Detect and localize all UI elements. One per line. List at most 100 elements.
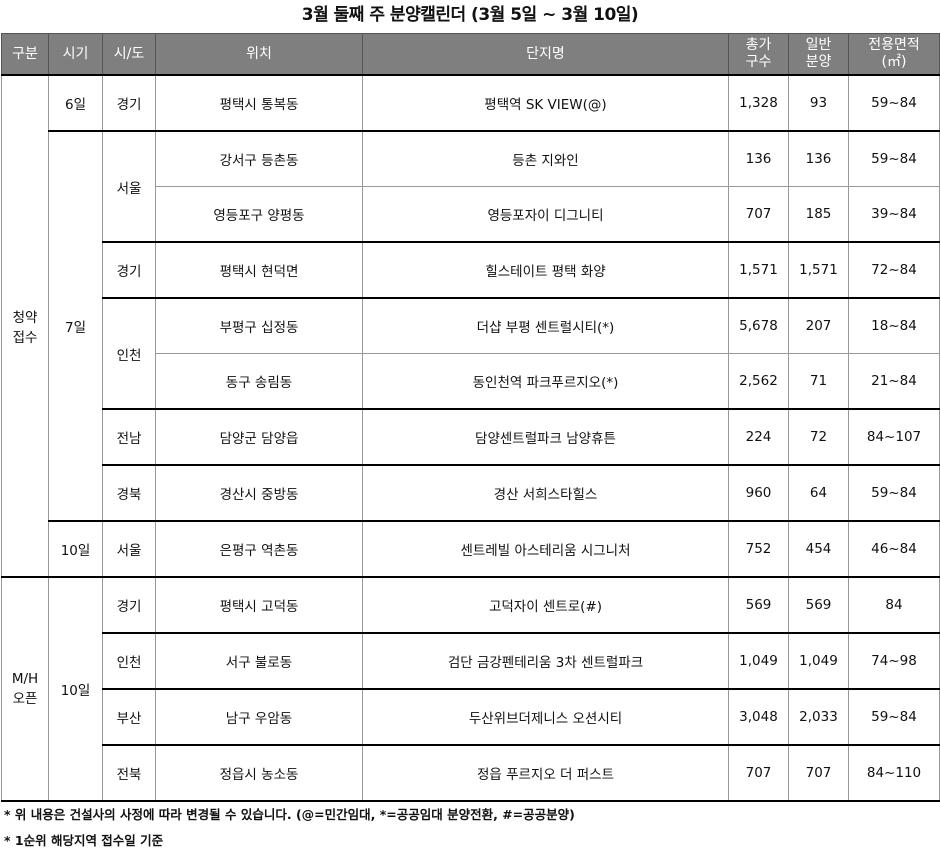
location-cell: 담양군 담양읍 (155, 408, 363, 466)
total-units-cell: 136 (728, 130, 789, 187)
complex-name-cell: 정읍 푸르지오 더 퍼스트 (362, 744, 729, 802)
general-supply-cell: 72 (788, 408, 849, 466)
location-cell: 동구 송림동 (155, 353, 363, 410)
area-cell: 84 (848, 576, 940, 634)
note: * 위 내용은 건설사의 사정에 따라 변경될 수 있습니다. (@=민간임대,… (4, 807, 575, 822)
total-units-cell: 1,571 (728, 241, 789, 299)
total-units-cell: 569 (728, 576, 789, 634)
complex-name-cell: 등촌 지와인 (362, 130, 729, 187)
general-supply-cell: 1,049 (788, 632, 849, 690)
general-supply-cell: 569 (788, 576, 849, 634)
location-cell: 은평구 역촌동 (155, 520, 363, 578)
complex-name-cell: 두산위브더제니스 오션시티 (362, 688, 729, 746)
column-header: 위치 (155, 33, 363, 76)
table-row: 경기 평택시 현덕면 힐스테이트 평택 화양 1,571 1,571 72~84 (2, 241, 940, 299)
column-header: 구분 (1, 33, 49, 76)
region-cell: 인천 (102, 632, 156, 690)
region-cell: 부산 (102, 688, 156, 746)
column-header: 시/도 (102, 33, 156, 76)
region-cell: 전북 (102, 744, 156, 802)
table-row: 청약 접수 6일 경기 평택시 통복동 평택역 SK VIEW(@) 1,328 93 59~8… (1, 74, 940, 578)
total-units-cell: 1,328 (728, 74, 789, 132)
general-supply-cell: 136 (788, 130, 849, 187)
period-cell: 6일 (48, 74, 103, 132)
region-cell: 경기 (102, 241, 156, 299)
general-supply-cell: 64 (788, 464, 849, 522)
total-units-cell: 1,049 (728, 632, 789, 690)
region-cell: 인천 (102, 297, 156, 410)
period-cell: 10일 (48, 576, 103, 802)
area-cell: 59~84 (848, 130, 940, 187)
location-cell: 경산시 중방동 (155, 464, 363, 522)
table-row: 10일 서울 은평구 역촌동 센트레빌 아스테리움 시그니처 752 454 46~84 (2, 520, 940, 578)
location-cell: 평택시 현덕면 (155, 241, 363, 299)
column-header: 전용면적 (㎡) (848, 33, 940, 76)
page-title: 3월 둘째 주 분양캘린더 (3월 5일 ~ 3월 10일) (301, 5, 639, 25)
notes: * 위 내용은 건설사의 사정에 따라 변경될 수 있습니다. (@=민간임대,… (4, 802, 940, 854)
location-cell: 영등포구 양평동 (155, 186, 363, 243)
column-header: 일반 분양 (788, 33, 849, 76)
total-units-cell: 960 (728, 464, 789, 522)
area-cell: 39~84 (848, 186, 940, 243)
complex-name-cell: 담양센트럴파크 남양휴튼 (362, 408, 729, 466)
note: * 1순위 해당지역 접수일 기준 (4, 833, 164, 848)
column-header: 총가 구수 (728, 33, 789, 76)
location-cell: 강서구 등촌동 (155, 130, 363, 187)
general-supply-cell: 185 (788, 186, 849, 243)
table-row: 전북 정읍시 농소동 정읍 푸르지오 더 퍼스트 707 707 84~110 (2, 744, 940, 802)
table-row: 인천 서구 불로동 검단 금강펜테리움 3차 센트럴파크 1,049 1,049 74~9… (2, 632, 940, 690)
location-cell: 평택시 고덕동 (155, 576, 363, 634)
total-units-cell: 224 (728, 408, 789, 466)
region-cell: 경기 (102, 74, 156, 132)
complex-name-cell: 더샵 부평 센트럴시티(*) (362, 297, 729, 354)
complex-name-cell: 경산 서희스타힐스 (362, 464, 729, 522)
general-supply-cell: 1,571 (788, 241, 849, 299)
table-row: 경북 경산시 중방동 경산 서희스타힐스 960 64 59~84 (2, 464, 940, 522)
table-row: M/H 오픈 10일 경기 평택시 고덕동 고덕자이 센트로(#) 569 569 84 (1, 576, 940, 802)
area-cell: 59~84 (848, 464, 940, 522)
general-supply-cell: 71 (788, 353, 849, 410)
category-cell: 청약 접수 (1, 74, 49, 578)
complex-name-cell: 동인천역 파크푸르지오(*) (362, 353, 729, 410)
total-units-cell: 707 (728, 186, 789, 243)
location-cell: 평택시 통복동 (155, 74, 363, 132)
period-cell: 10일 (48, 520, 103, 578)
general-supply-cell: 93 (788, 74, 849, 132)
complex-name-cell: 힐스테이트 평택 화양 (362, 241, 729, 299)
column-header: 단지명 (362, 33, 729, 76)
total-units-cell: 5,678 (728, 297, 789, 354)
location-cell: 남구 우암동 (155, 688, 363, 746)
calendar-table: 구분 시기 시/도 위치 단지명 총가 구수 일반 분양 전용면적 (㎡) 청약 접수 6일 경기 평택시 … (1, 33, 940, 802)
area-cell: 74~98 (848, 632, 940, 690)
total-units-cell: 752 (728, 520, 789, 578)
location-cell: 서구 불로동 (155, 632, 363, 690)
complex-name-cell: 영등포자이 디그니티 (362, 186, 729, 243)
region-cell: 경북 (102, 464, 156, 522)
table-row: 부산 남구 우암동 두산위브더제니스 오션시티 3,048 2,033 59~84 (2, 688, 940, 746)
total-units-cell: 3,048 (728, 688, 789, 746)
table-row: 전남 담양군 담양읍 담양센트럴파크 남양휴튼 224 72 84~107 (2, 408, 940, 466)
general-supply-cell: 454 (788, 520, 849, 578)
area-cell: 84~110 (848, 744, 940, 802)
table-row: 영등포구 양평동 영등포자이 디그니티 707 185 39~84 (2, 186, 940, 243)
table-row: 인천 부평구 십정동 더샵 부평 센트럴시티(*) 5,678 207 18~84 (2, 297, 940, 410)
location-cell: 정읍시 농소동 (155, 744, 363, 802)
general-supply-cell: 207 (788, 297, 849, 354)
general-supply-cell: 2,033 (788, 688, 849, 746)
area-cell: 18~84 (848, 297, 940, 354)
region-cell: 경기 (102, 576, 156, 634)
category-cell: M/H 오픈 (1, 576, 49, 802)
region-cell: 서울 (102, 130, 156, 243)
area-cell: 46~84 (848, 520, 940, 578)
column-header: 시기 (48, 33, 103, 76)
total-units-cell: 2,562 (728, 353, 789, 410)
complex-name-cell: 센트레빌 아스테리움 시그니처 (362, 520, 729, 578)
area-cell: 72~84 (848, 241, 940, 299)
table-row: 동구 송림동 동인천역 파크푸르지오(*) 2,562 71 21~84 (2, 353, 940, 410)
location-cell: 부평구 십정동 (155, 297, 363, 354)
region-cell: 서울 (102, 520, 156, 578)
header-row: 구분 시기 시/도 위치 단지명 총가 구수 일반 분양 전용면적 (㎡) (1, 33, 940, 76)
general-supply-cell: 707 (788, 744, 849, 802)
complex-name-cell: 평택역 SK VIEW(@) (362, 74, 729, 132)
complex-name-cell: 검단 금강펜테리움 3차 센트럴파크 (362, 632, 729, 690)
